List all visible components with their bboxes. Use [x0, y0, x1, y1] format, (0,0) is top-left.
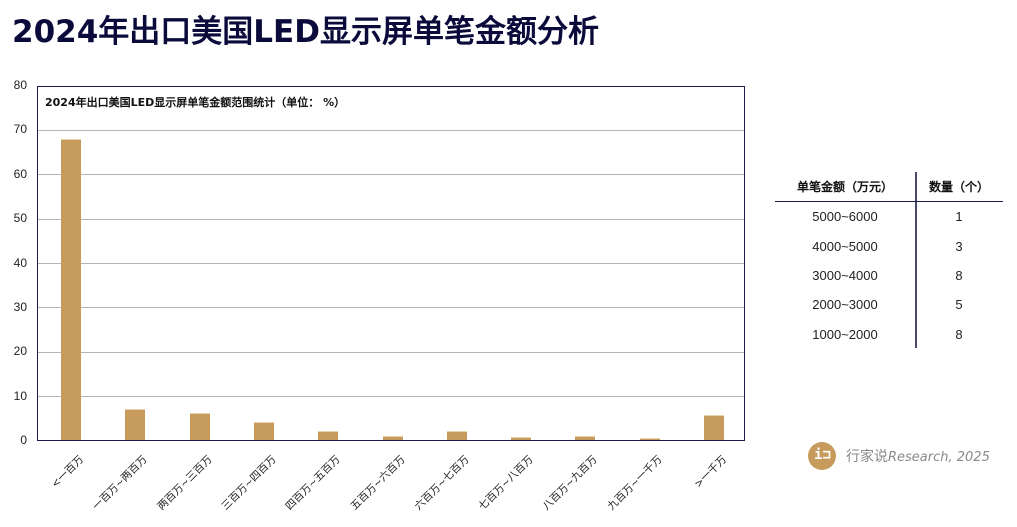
table-row: 2000~3000 5: [775, 290, 1003, 319]
table-divider: [915, 172, 917, 348]
brand-text: 行家说Research, 2025: [846, 449, 990, 465]
gridline: [38, 396, 744, 398]
x-tick-label: 六百万~七百万: [412, 453, 472, 513]
y-tick-label: 80: [13, 78, 27, 92]
count-cell: 8: [955, 326, 963, 342]
y-tick-label: 50: [13, 211, 27, 226]
amount-cell: 1000~2000: [812, 326, 878, 342]
bar: [511, 436, 532, 440]
y-tick-label: 30: [13, 299, 27, 314]
gridline: [38, 307, 744, 309]
table-row: 3000~4000 8: [775, 261, 1003, 290]
table-header: 单笔金额（万元） 数量（个）: [775, 172, 1003, 202]
bar: [446, 430, 467, 440]
brand-watermark: i⊐ 行家说Research, 2025: [808, 442, 990, 470]
page-title: 2024年出口美国LED显示屏单笔金额分析: [12, 14, 599, 50]
gridline: [38, 218, 744, 220]
x-tick-label: 九百万~一千万: [605, 453, 665, 513]
bar: [61, 139, 81, 440]
amount-cell: 2000~3000: [812, 297, 878, 313]
bar: [125, 408, 146, 440]
header-count: 数量（个）: [928, 180, 989, 194]
gridline: [38, 351, 744, 353]
header-amount: 单笔金额（万元）: [796, 180, 893, 194]
table-row: 1000~2000 8: [775, 320, 1003, 349]
count-cell: 5: [955, 297, 963, 313]
x-tick-label: <一百万: [49, 453, 87, 491]
y-tick-label: 20: [13, 344, 27, 359]
y-tick-label: 70: [13, 122, 27, 137]
x-tick-label: 四百万~五百万: [283, 453, 343, 513]
bar: [575, 436, 596, 440]
gridline: [38, 263, 744, 264]
bar: [253, 421, 274, 440]
x-tick-label: 五百万~六百万: [347, 453, 408, 513]
y-tick-label: 0: [20, 433, 27, 447]
bar: [382, 436, 403, 440]
x-tick-label: 一百万~两百万: [90, 453, 151, 513]
count-cell: 1: [955, 209, 963, 225]
x-tick-label: 八百万~九百万: [540, 453, 601, 513]
amount-cell: 5000~6000: [812, 209, 878, 225]
bar: [189, 412, 210, 440]
amount-cell: 3000~4000: [812, 267, 878, 283]
brand-logo-icon: i⊐: [808, 442, 836, 470]
bar: [639, 438, 660, 440]
y-tick-label: 40: [13, 255, 27, 270]
table-row: 4000~5000 3: [775, 231, 1003, 260]
x-tick-label: 两百万~三百万: [155, 453, 215, 513]
table-row: 5000~6000 1: [775, 202, 1003, 231]
count-cell: 8: [955, 267, 963, 283]
chart-title: 2024年出口美国LED显示屏单笔金额范围统计（单位： %）: [45, 96, 346, 109]
amount-cell: 4000~5000: [812, 238, 878, 254]
bar-chart: 2024年出口美国LED显示屏单笔金额范围统计（单位： %）: [37, 86, 745, 441]
x-tick-label: 七百万~八百万: [476, 453, 536, 513]
gridline: [38, 174, 744, 176]
count-cell: 3: [955, 238, 963, 254]
gridline: [38, 129, 744, 131]
amount-count-table: 单笔金额（万元） 数量（个） 5000~6000 1 4000~5000 3 3000~…: [775, 172, 1003, 349]
x-tick-label: >一千万: [692, 453, 730, 491]
bar: [318, 430, 339, 440]
bar: [704, 415, 724, 440]
table-body: 5000~6000 1 4000~5000 3 3000~4000 8 2000~3000 5…: [775, 202, 1003, 349]
y-tick-label: 10: [13, 388, 27, 403]
y-tick-label: 60: [13, 166, 27, 181]
x-tick-label: 三百万~四百万: [219, 453, 279, 513]
